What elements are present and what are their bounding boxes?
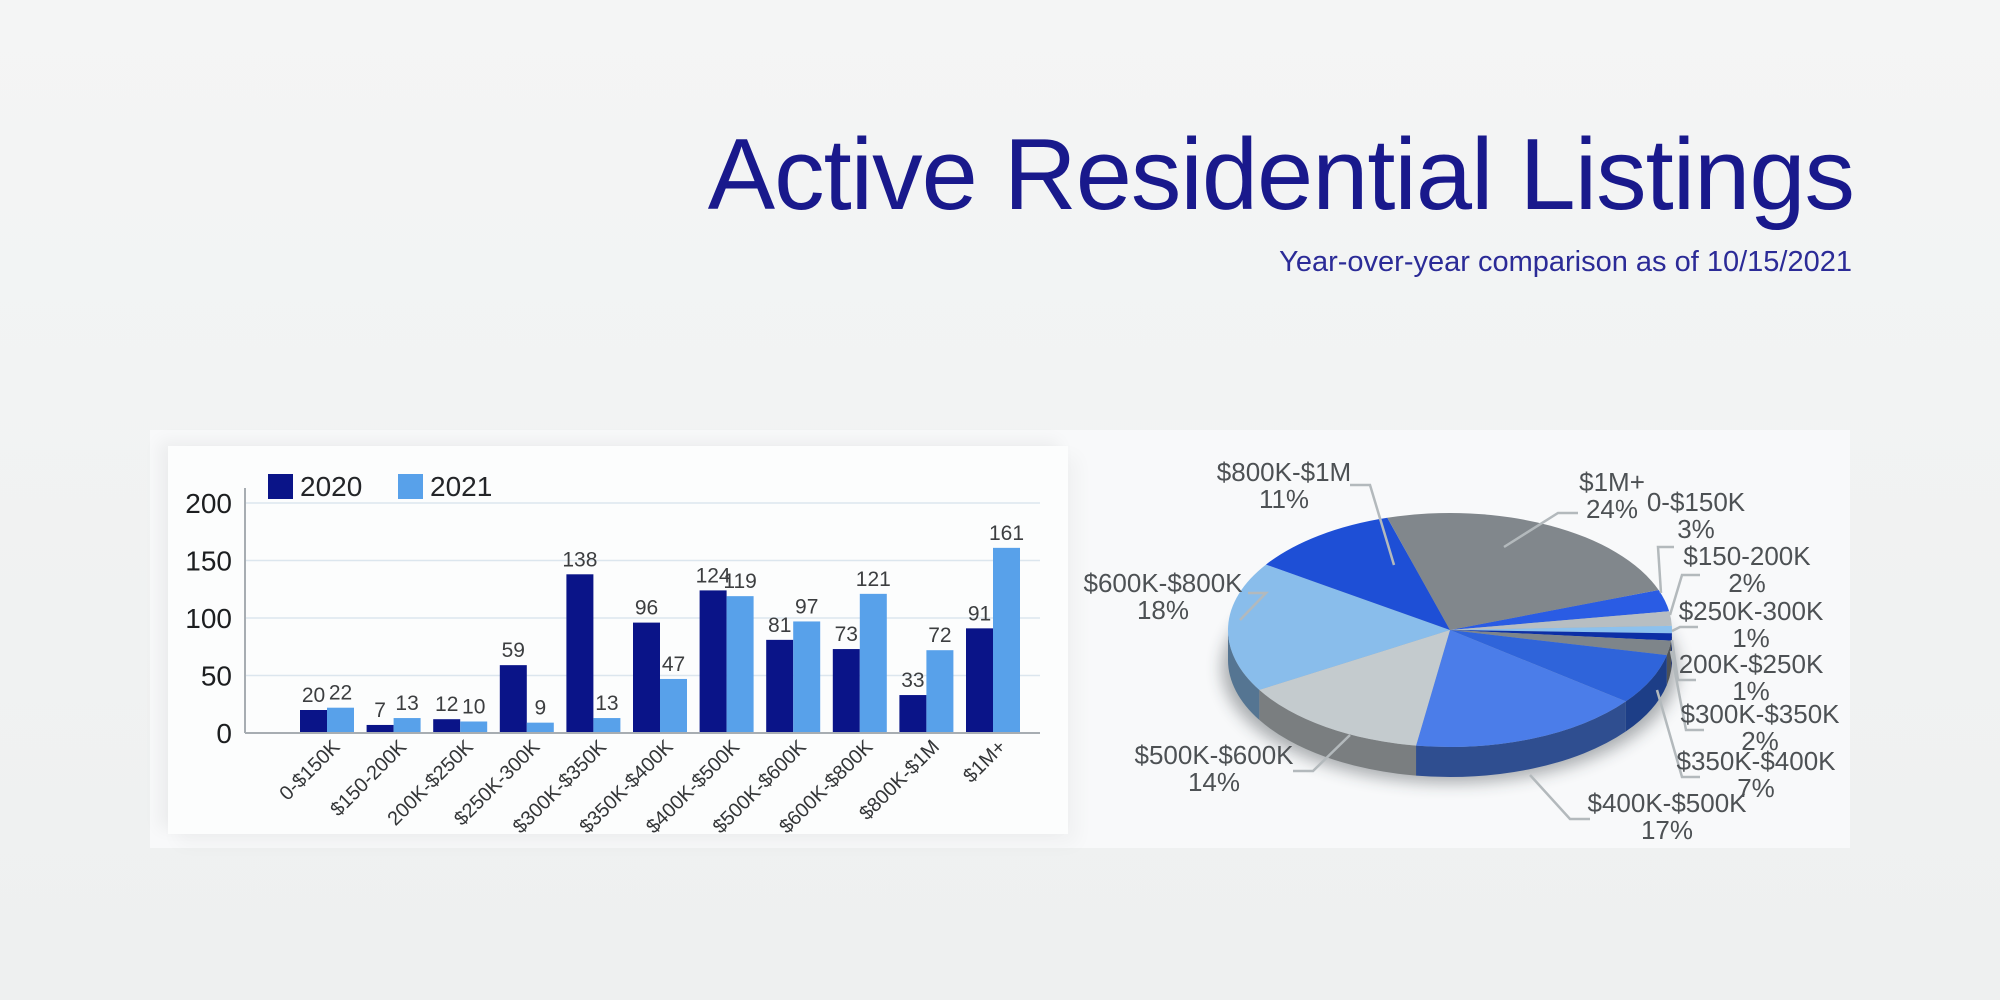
pie-slice <box>1450 589 1670 630</box>
bar <box>327 707 354 733</box>
leader-line <box>1529 774 1590 821</box>
pie-slice <box>1450 630 1667 702</box>
pie-slice <box>1228 564 1450 690</box>
bar <box>766 639 794 733</box>
bar <box>660 678 687 733</box>
leader-line <box>1669 650 1704 732</box>
pie-slice-label: 200K-$250K 1% <box>1679 649 1824 706</box>
leader-line <box>1656 545 1674 594</box>
bar-value-label: 12 <box>435 693 458 716</box>
leader-line <box>1503 511 1578 549</box>
bar-value-label: 47 <box>662 653 685 676</box>
bar-value-label: 138 <box>562 548 597 571</box>
bar-value-label: 13 <box>595 692 618 715</box>
legend-swatch <box>398 474 423 499</box>
bar <box>499 665 527 733</box>
bar <box>899 695 927 733</box>
pie-slice-label: $400K-$500K 17% <box>1587 788 1747 845</box>
bar-value-label: 9 <box>534 697 546 720</box>
pie-slice-label: $150-200K 2% <box>1683 541 1811 598</box>
pie-slice <box>1387 513 1659 630</box>
bar-value-label: 97 <box>795 595 818 618</box>
pie-slice-side <box>1259 689 1417 776</box>
bar-value-label: 119 <box>723 570 756 593</box>
bar <box>300 710 327 733</box>
pie-slice-side <box>1416 701 1626 777</box>
pie-slice <box>1450 625 1672 634</box>
bar-chart-svg: 20 7 12 59 138 96 124 81 73 33 91 22 13 10 9 13 47 119 97 1… <box>185 471 1040 838</box>
bar-value-label: 7 <box>374 699 386 722</box>
bar-value-label: 59 <box>502 639 525 662</box>
legend-swatch <box>268 474 293 499</box>
bar <box>393 718 421 733</box>
leader-line <box>1670 639 1696 682</box>
bar <box>859 593 887 733</box>
pie-slice <box>1450 630 1672 656</box>
bar-value-label: 20 <box>302 684 325 707</box>
leader-line <box>1671 625 1698 633</box>
pie-slice-side <box>1625 655 1667 732</box>
page-title: Active Residential Listings <box>707 119 1855 231</box>
pie-slice-label: $350K-$400K 7% <box>1676 746 1836 803</box>
bar <box>433 719 461 733</box>
bar-chart-card <box>168 446 1068 834</box>
x-tick-label: 0-$150K <box>276 736 345 805</box>
bar-value-label: 81 <box>768 614 791 637</box>
bar <box>633 622 660 733</box>
leader-line <box>1655 689 1700 779</box>
bar-value-label: 121 <box>856 568 891 591</box>
y-tick-label: 200 <box>185 488 232 519</box>
bar <box>366 724 394 733</box>
bar-value-label: 73 <box>835 623 858 646</box>
bar <box>793 621 821 733</box>
pie-slice-label: $500K-$600K 14% <box>1134 740 1294 797</box>
bar <box>699 590 727 733</box>
y-tick-label: 100 <box>185 603 232 634</box>
bar <box>832 649 860 733</box>
y-tick-label: 50 <box>201 661 232 692</box>
bar-value-label: 10 <box>462 696 485 719</box>
bar-value-label: 96 <box>635 597 658 620</box>
leader-line <box>1239 591 1269 621</box>
bar-value-label: 91 <box>968 602 991 625</box>
pie-slice <box>1450 611 1672 630</box>
pie-slice <box>1416 630 1626 747</box>
y-tick-label: 150 <box>185 546 232 577</box>
pie-chart-svg: 0-$150K 3%$150-200K 2%$250K-300K 1%200K-$25… <box>1083 457 1840 845</box>
bar <box>726 596 754 733</box>
leader-line <box>1293 734 1351 773</box>
bar-value-label: 33 <box>901 669 924 692</box>
bar <box>593 718 621 733</box>
legend-label: 2020 <box>300 471 362 502</box>
pie-slice-label: $1M+ 24% <box>1579 467 1645 524</box>
leader-line <box>1350 483 1396 566</box>
bar-value-label: 124 <box>696 564 731 587</box>
x-tick-label: $1M+ <box>959 736 1010 787</box>
pie-slice-label: $600K-$800K 18% <box>1083 568 1243 625</box>
bar <box>926 650 954 733</box>
bar-value-label: 72 <box>928 624 951 647</box>
bar <box>526 722 554 733</box>
bar-value-label: 161 <box>989 522 1024 545</box>
bar <box>566 574 594 733</box>
pie-slice <box>1450 630 1672 641</box>
leader-line <box>1668 573 1700 616</box>
pie-slice-label: $800K-$1M 11% <box>1217 457 1351 514</box>
pie-slice <box>1259 630 1450 746</box>
pie-slice <box>1265 517 1450 630</box>
bar <box>460 721 488 733</box>
pie-slice-label: 0-$150K 3% <box>1647 487 1746 544</box>
pie-slice-label: $250K-300K 1% <box>1679 596 1824 653</box>
page-subtitle: Year-over-year comparison as of 10/15/20… <box>1279 246 1852 278</box>
legend-label: 2021 <box>430 471 492 502</box>
bar <box>966 628 993 733</box>
pie-slice-side <box>1228 630 1260 720</box>
y-tick-label: 0 <box>216 718 232 749</box>
pie-slice-label: $300K-$350K 2% <box>1680 699 1840 756</box>
bar-value-label: 22 <box>329 682 352 705</box>
bar <box>993 547 1020 733</box>
bar-value-label: 13 <box>395 692 418 715</box>
